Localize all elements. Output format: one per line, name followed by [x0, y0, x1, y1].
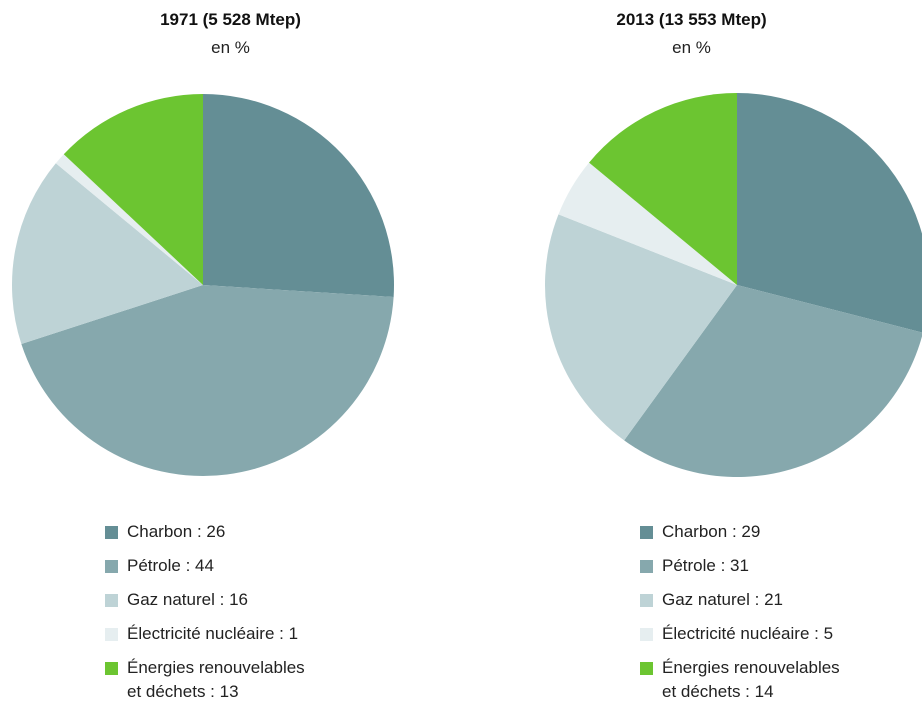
legend-value: 13 — [219, 682, 239, 701]
legend-separator: : — [809, 624, 824, 643]
legend-label: Gaz naturel — [662, 590, 750, 609]
legend-swatch — [640, 526, 653, 539]
pie-slice — [545, 214, 737, 441]
legend-item: Électricité nucléaire : 1 — [105, 622, 305, 646]
legend-separator: : — [749, 590, 765, 609]
legend-separator: : — [274, 624, 289, 643]
legend-value: 44 — [195, 556, 214, 575]
chart-subtitle: en % — [672, 38, 711, 57]
legend-value: 1 — [288, 624, 299, 643]
pie-slice — [624, 285, 922, 477]
legend-swatch — [105, 662, 118, 675]
legend-item: Pétrole : 31 — [640, 554, 840, 578]
legend: Charbon : 26 Pétrole : 44 Gaz naturel : 16… — [105, 520, 305, 702]
legend-label: Énergies renouvelables et déchets — [127, 658, 305, 701]
legend-label: Électricité nucléaire — [127, 624, 275, 643]
legend-swatch — [105, 526, 118, 539]
pie-slice — [21, 285, 394, 476]
chart-title: 1971 (5 528 Mtep) — [160, 10, 301, 29]
legend-value: 16 — [229, 590, 248, 609]
legend-item: Énergies renouvelables et déchets : 13 — [105, 656, 305, 702]
legend-label: Électricité nucléaire — [662, 624, 810, 643]
chart-panel: 2013 (13 553 Mtep) en % Charbon : 29 Pétrol… — [461, 0, 922, 702]
legend-swatch — [105, 560, 118, 573]
legend-value: 5 — [823, 624, 834, 643]
legend-value: 26 — [206, 522, 226, 541]
legend-separator: : — [214, 590, 230, 609]
legend-value: 14 — [754, 682, 774, 701]
legend-item: Énergies renouvelables et déchets : 14 — [640, 656, 840, 702]
pie-slice — [589, 93, 737, 285]
legend-separator: : — [192, 522, 207, 541]
legend: Charbon : 29 Pétrole : 31 Gaz naturel : 21… — [640, 520, 840, 702]
pie-slice — [737, 93, 922, 333]
legend-separator: : — [180, 556, 196, 575]
legend-item: Pétrole : 44 — [105, 554, 305, 578]
legend-value: 31 — [730, 556, 749, 575]
legend-label: Charbon — [127, 522, 193, 541]
legend-swatch — [640, 594, 653, 607]
legend-item: Électricité nucléaire : 5 — [640, 622, 840, 646]
legend-separator: : — [715, 556, 731, 575]
legend-item: Gaz naturel : 16 — [105, 588, 305, 612]
legend-label: Charbon — [662, 522, 728, 541]
legend-swatch — [640, 628, 653, 641]
legend-separator: : — [740, 682, 755, 701]
legend-item: Gaz naturel : 21 — [640, 588, 840, 612]
legend-value: 21 — [764, 590, 783, 609]
legend-label: Gaz naturel — [127, 590, 215, 609]
legend-separator: : — [727, 522, 742, 541]
legend-swatch — [105, 594, 118, 607]
chart-title: 2013 (13 553 Mtep) — [616, 10, 767, 29]
legend-value: 29 — [741, 522, 761, 541]
chart-subtitle: en % — [211, 38, 250, 57]
legend-label: Pétrole — [127, 556, 181, 575]
legend-separator: : — [205, 682, 220, 701]
legend-label: Pétrole — [662, 556, 716, 575]
legend-label: Énergies renouvelables et déchets — [662, 658, 840, 701]
legend-swatch — [105, 628, 118, 641]
pie-slice — [558, 162, 737, 285]
pie-slice — [11, 163, 203, 345]
legend-swatch — [640, 662, 653, 675]
pie-slice — [55, 154, 203, 285]
legend-item: Charbon : 26 — [105, 520, 305, 544]
pie-slice — [63, 94, 203, 285]
chart-panel: 1971 (5 528 Mtep) en % Charbon : 26 Pétrole… — [105, 10, 305, 702]
legend-item: Charbon : 29 — [640, 520, 840, 544]
legend-swatch — [640, 560, 653, 573]
pie-slice — [203, 94, 394, 297]
